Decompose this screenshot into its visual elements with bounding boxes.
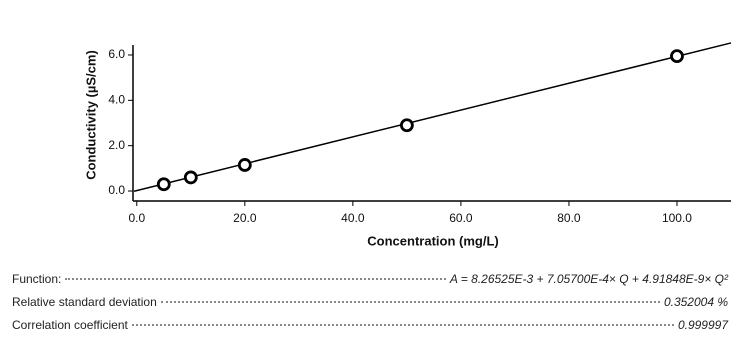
- result-label: Correlation coefficient: [12, 318, 128, 332]
- x-tick-label: 40.0: [341, 211, 365, 225]
- result-label: Function:: [12, 272, 62, 286]
- result-row: Function: A = 8.26525E-3 + 7.05700E-4× Q …: [12, 272, 728, 295]
- fit-line: [133, 42, 732, 192]
- x-tick-label: 80.0: [557, 211, 581, 225]
- result-value: A = 8.26525E-3 + 7.05700E-4× Q + 4.91848…: [449, 272, 728, 286]
- y-tick-label: 0.0: [108, 183, 125, 197]
- result-value: 0.999997: [677, 318, 728, 332]
- y-tick-label: 4.0: [108, 92, 125, 106]
- data-point: [183, 170, 198, 185]
- data-point: [670, 49, 684, 64]
- result-row: Correlation coefficient 0.999997: [12, 318, 728, 341]
- chart: Conductivity (µS/cm) Concentration (mg/L…: [83, 42, 732, 248]
- x-tick-label: 60.0: [449, 211, 473, 225]
- result-row: Relative standard deviation 0.352004 %: [12, 295, 728, 318]
- dot-leader: [131, 324, 674, 326]
- x-axis-label: Concentration (mg/L): [367, 233, 498, 248]
- result-label: Relative standard deviation: [12, 295, 157, 309]
- dot-leader: [65, 278, 446, 280]
- data-point: [156, 177, 171, 192]
- y-axis-label: Conductivity (µS/cm): [83, 50, 98, 180]
- data-point: [237, 158, 252, 172]
- result-value: 0.352004 %: [663, 295, 728, 309]
- y-tick-label: 2.0: [108, 138, 125, 152]
- x-tick-label: 0.0: [128, 211, 145, 225]
- dot-leader: [160, 301, 660, 303]
- data-point: [399, 118, 414, 133]
- x-tick-label: 100.0: [662, 211, 692, 225]
- results: Function: A = 8.26525E-3 + 7.05700E-4× Q …: [12, 272, 728, 341]
- x-tick-label: 20.0: [233, 211, 257, 225]
- y-tick-label: 6.0: [108, 47, 125, 61]
